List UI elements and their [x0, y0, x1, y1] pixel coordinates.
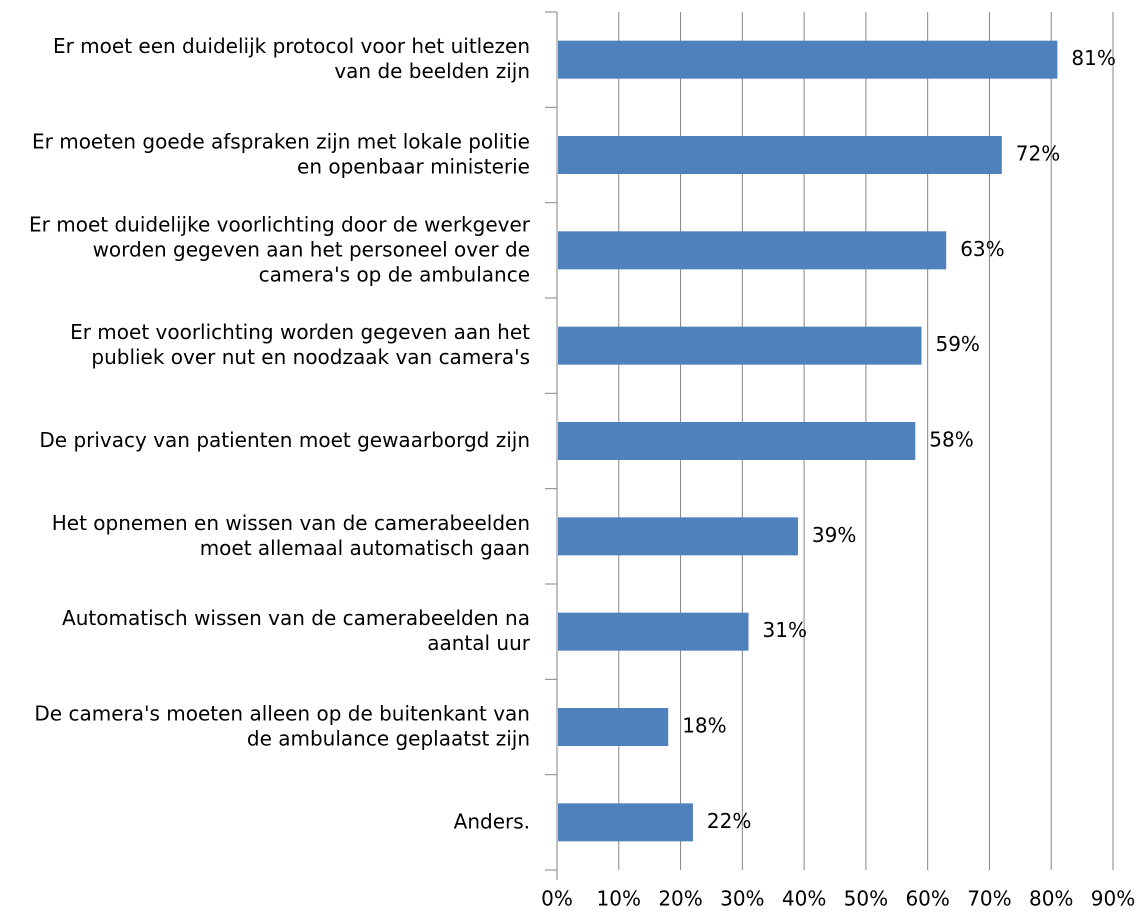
- bar: [558, 708, 669, 746]
- bar: [558, 326, 922, 365]
- bar: [558, 231, 947, 270]
- data-label: 81%: [1071, 46, 1115, 70]
- category-labels: Er moet een duidelijk protocol voor het …: [29, 34, 531, 833]
- category-label: Er moet duidelijke voorlichting door de …: [29, 212, 531, 286]
- bar: [558, 40, 1058, 79]
- x-tick-label: 30%: [720, 887, 764, 911]
- bar: [558, 517, 798, 556]
- x-tick-label: 40%: [782, 887, 826, 911]
- category-label: Er moet een duidelijk protocol voor het …: [53, 34, 530, 83]
- data-label: 22%: [707, 809, 751, 833]
- category-label: De camera's moeten alleen op de buitenka…: [34, 701, 530, 750]
- bar: [558, 612, 749, 651]
- x-tick-label: 0%: [541, 887, 573, 911]
- x-tick-label: 60%: [905, 887, 949, 911]
- bars: [558, 40, 1058, 842]
- data-label: 72%: [1016, 142, 1060, 166]
- x-tick-label: 80%: [1029, 887, 1073, 911]
- category-axis: [545, 11, 558, 880]
- data-label: 58%: [929, 428, 973, 452]
- x-tick-label: 20%: [658, 887, 702, 911]
- x-tick-label: 10%: [597, 887, 641, 911]
- category-label: Het opnemen en wissen van de camerabeeld…: [52, 510, 530, 559]
- x-tick-label: 70%: [967, 887, 1011, 911]
- x-axis-tick-labels: 0% 10% 20% 30% 40% 50% 60% 70% 80% 90%: [541, 887, 1135, 911]
- data-label: 31%: [763, 618, 807, 642]
- data-label: 18%: [682, 714, 726, 738]
- data-labels: 81% 72% 63% 59% 58% 39% 31% 18% 22%: [682, 46, 1116, 833]
- bar: [558, 136, 1002, 174]
- bar: [558, 422, 916, 460]
- category-label: Anders.: [454, 809, 530, 833]
- category-label: Automatisch wissen van de camerabeelden …: [62, 606, 531, 655]
- data-label: 63%: [960, 237, 1004, 261]
- x-tick-label: 50%: [844, 887, 888, 911]
- data-label: 39%: [812, 523, 856, 547]
- bar: [558, 803, 693, 842]
- category-label: Er moet voorlichting worden gegeven aan …: [70, 320, 530, 369]
- x-tick-label: 90%: [1091, 887, 1135, 911]
- category-label: De privacy van patienten moet gewaarborg…: [39, 428, 530, 452]
- category-label: Er moeten goede afspraken zijn met lokal…: [32, 129, 530, 178]
- data-label: 59%: [935, 332, 979, 356]
